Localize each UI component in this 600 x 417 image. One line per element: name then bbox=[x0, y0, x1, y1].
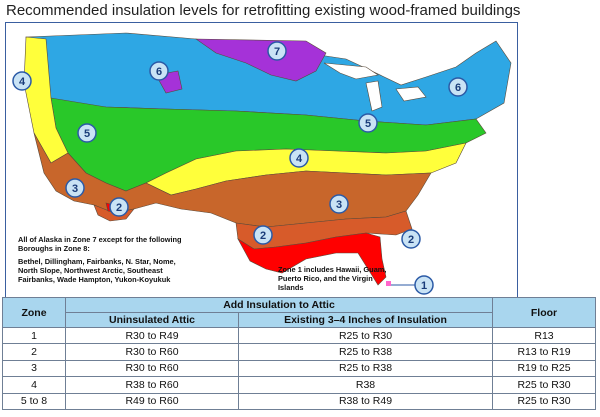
cell-uninsulated: R30 to R60 bbox=[65, 343, 239, 361]
climate-zone-map: 7 6 6 4 5 5 4 3 3 2 2 2 1 All of Alaska … bbox=[5, 22, 518, 300]
svg-text:1: 1 bbox=[421, 280, 427, 292]
cell-floor: R25 to R30 bbox=[492, 376, 596, 394]
cell-existing: R38 to R49 bbox=[238, 392, 493, 410]
svg-text:5: 5 bbox=[84, 128, 90, 140]
zone-1-marker bbox=[386, 281, 391, 286]
svg-text:5: 5 bbox=[365, 118, 371, 130]
page-title: Recommended insulation levels for retrof… bbox=[6, 2, 521, 19]
alaska-note-boroughs: Bethel, Dillingham, Fairbanks, N. Star, … bbox=[18, 257, 176, 284]
zone-badge-5-east: 5 bbox=[358, 113, 378, 133]
svg-text:2: 2 bbox=[408, 234, 414, 246]
us-map-svg: 7 6 6 4 5 5 4 3 3 2 2 2 1 bbox=[12, 32, 512, 295]
table-row: 5 to 8 R49 to R60 R38 to R49 R25 to R30 bbox=[2, 392, 596, 410]
cell-zone: 1 bbox=[2, 326, 66, 345]
svg-text:2: 2 bbox=[116, 202, 122, 214]
cell-existing: R25 to R38 bbox=[238, 343, 493, 361]
svg-text:2: 2 bbox=[260, 230, 266, 242]
zone-7-region bbox=[195, 38, 327, 82]
zone-badge-4-east: 4 bbox=[289, 148, 309, 168]
table-row: 2 R30 to R60 R25 to R38 R13 to R19 bbox=[2, 343, 596, 361]
zone-badge-6-west: 6 bbox=[149, 61, 169, 81]
svg-text:3: 3 bbox=[72, 183, 78, 195]
cell-existing: R25 to R38 bbox=[238, 359, 493, 378]
insulation-table: Zone Add Insulation to Attic Floor Unins… bbox=[2, 297, 596, 410]
header-floor: Floor bbox=[492, 297, 596, 328]
table-row: 1 R30 to R49 R25 to R30 R13 bbox=[2, 326, 596, 345]
zone-badge-7: 7 bbox=[267, 41, 287, 61]
svg-text:6: 6 bbox=[156, 66, 162, 78]
header-existing: Existing 3–4 Inches of Insulation bbox=[238, 312, 493, 328]
zone-badge-1: 1 bbox=[414, 275, 434, 295]
alaska-note: All of Alaska in Zone 7 except for the f… bbox=[18, 235, 196, 288]
svg-text:3: 3 bbox=[336, 199, 342, 211]
cell-uninsulated: R30 to R49 bbox=[65, 326, 239, 345]
cell-existing: R25 to R30 bbox=[238, 326, 493, 345]
svg-text:4: 4 bbox=[296, 153, 303, 165]
zone-1-note: Zone 1 includes Hawaii, Guam, Puerto Ric… bbox=[278, 265, 387, 292]
cell-floor: R19 to R25 bbox=[492, 359, 596, 378]
zone-badge-4-west: 4 bbox=[12, 71, 32, 91]
cell-zone: 4 bbox=[2, 376, 66, 394]
zone-badge-2-west: 2 bbox=[109, 197, 129, 217]
cell-zone: 2 bbox=[2, 343, 66, 361]
cell-zone: 5 to 8 bbox=[2, 392, 66, 410]
alaska-note-heading: All of Alaska in Zone 7 except for the f… bbox=[18, 235, 182, 253]
header-uninsulated: Uninsulated Attic bbox=[65, 312, 239, 328]
zone-badge-3-west: 3 bbox=[65, 178, 85, 198]
svg-text:6: 6 bbox=[455, 82, 461, 94]
cell-existing: R38 bbox=[238, 376, 493, 394]
svg-text:7: 7 bbox=[274, 46, 280, 58]
header-add-attic: Add Insulation to Attic bbox=[65, 297, 493, 313]
zone-badge-3-east: 3 bbox=[329, 194, 349, 214]
zone-badge-2-central: 2 bbox=[253, 225, 273, 245]
cell-floor: R13 to R19 bbox=[492, 343, 596, 361]
zone-badge-2-east: 2 bbox=[401, 229, 421, 249]
cell-zone: 3 bbox=[2, 359, 66, 378]
zone-badge-5-west: 5 bbox=[77, 123, 97, 143]
great-lakes bbox=[323, 62, 427, 112]
table-row: 4 R38 to R60 R38 R25 to R30 bbox=[2, 376, 596, 394]
svg-text:4: 4 bbox=[19, 76, 26, 88]
cell-floor: R13 bbox=[492, 326, 596, 345]
cell-floor: R25 to R30 bbox=[492, 392, 596, 410]
cell-uninsulated: R38 to R60 bbox=[65, 376, 239, 394]
header-zone: Zone bbox=[2, 297, 66, 328]
zone-badge-6-east: 6 bbox=[448, 77, 468, 97]
zone-1-region bbox=[237, 232, 387, 286]
cell-uninsulated: R49 to R60 bbox=[65, 392, 239, 410]
table-row: 3 R30 to R60 R25 to R38 R19 to R25 bbox=[2, 359, 596, 378]
cell-uninsulated: R30 to R60 bbox=[65, 359, 239, 378]
